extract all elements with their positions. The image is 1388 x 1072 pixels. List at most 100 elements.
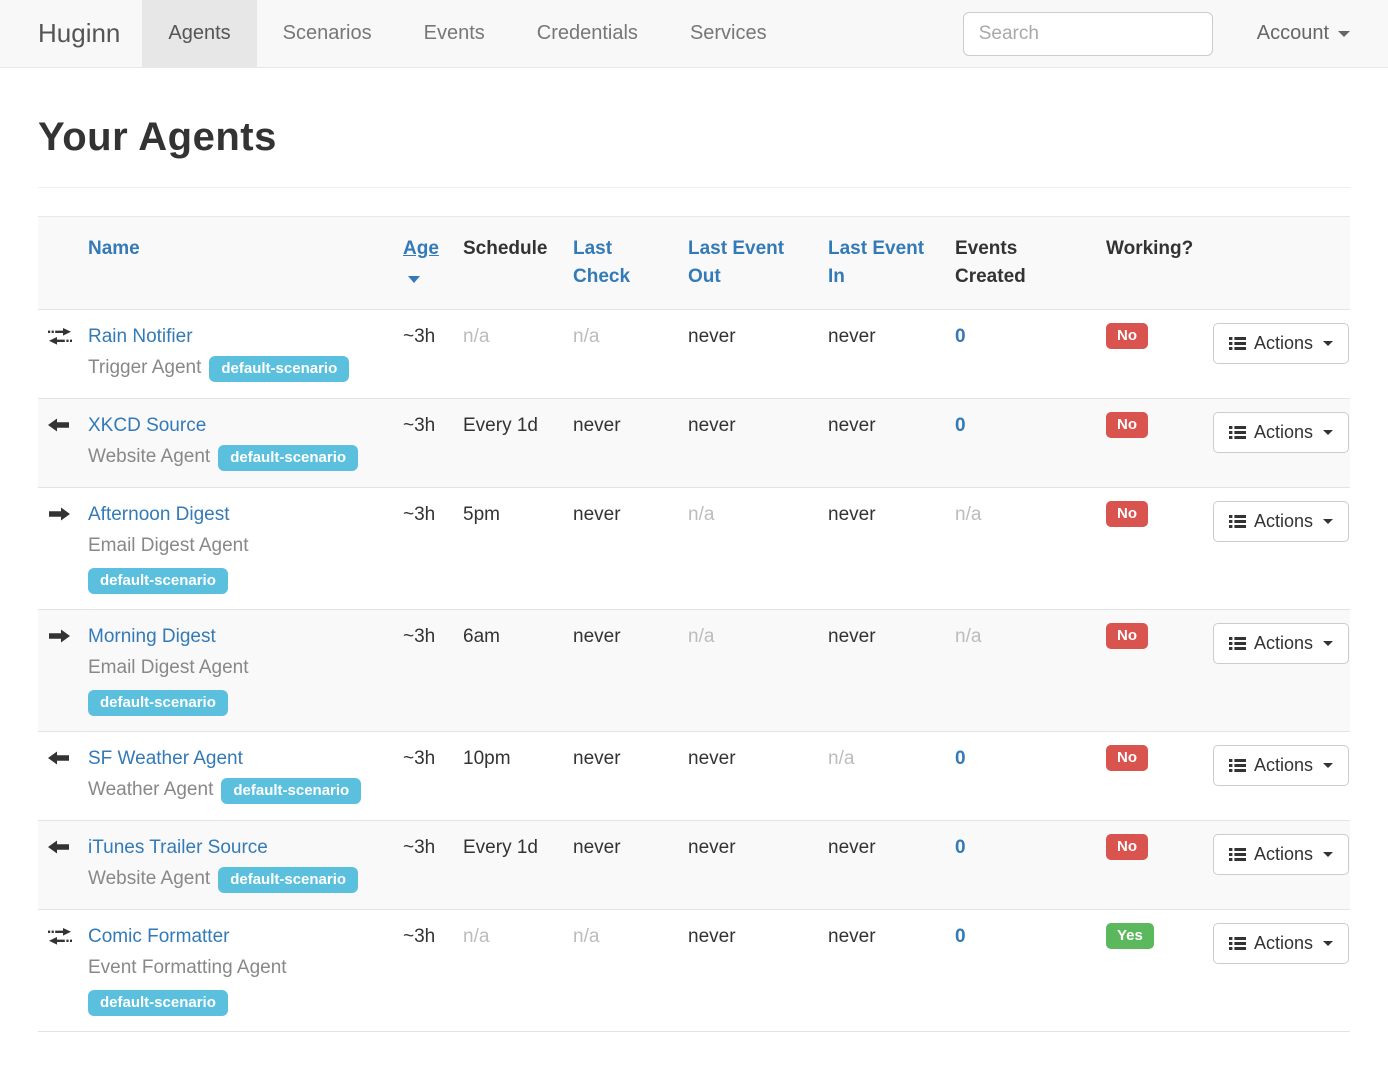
agent-type-label: Website Agent <box>88 446 211 467</box>
agent-direction-cell <box>38 910 80 1031</box>
actions-cell: Actions <box>1205 610 1359 731</box>
account-label: Account <box>1256 22 1329 44</box>
chevron-down-icon <box>1323 641 1334 646</box>
agent-type-label: Trigger Agent <box>88 357 202 378</box>
scenario-badge[interactable]: default-scenario <box>221 778 362 804</box>
nav-item-credentials[interactable]: Credentials <box>536 22 638 44</box>
working-status-badge: No <box>1106 834 1148 860</box>
scenario-badge[interactable]: default-scenario <box>88 690 228 716</box>
agent-name-cell: SF Weather Agent Weather Agent default-sc… <box>80 732 395 820</box>
agent-name-cell: iTunes Trailer Source Website Agent defau… <box>80 821 395 909</box>
agent-subline: Trigger Agent default-scenario <box>88 353 387 383</box>
table-header-row: Name Age Schedule Last Check Last Event … <box>38 217 1350 310</box>
sort-by-name-link[interactable]: Name <box>88 238 140 259</box>
agent-name-link[interactable]: XKCD Source <box>88 415 207 436</box>
agent-direction-cell <box>38 310 80 398</box>
actions-dropdown-button[interactable]: Actions <box>1213 745 1350 786</box>
list-icon <box>1229 514 1246 529</box>
navbar-right: Account <box>962 0 1388 67</box>
actions-button-label: Actions <box>1254 511 1314 531</box>
chevron-down-icon <box>1323 852 1334 857</box>
working-status-badge: No <box>1106 412 1148 438</box>
last-check-cell: never <box>573 415 621 436</box>
last-event-out-cell: never <box>688 326 736 347</box>
agent-name-cell: Morning Digest Email Digest Agent default… <box>80 610 395 731</box>
scenario-badge[interactable]: default-scenario <box>88 990 228 1016</box>
header-last-event-out: Last Event Out <box>680 217 820 309</box>
last-event-in-cell: never <box>828 504 876 525</box>
last-event-in-cell: never <box>828 326 876 347</box>
header-last-event-in: Last Event In <box>820 217 947 309</box>
main-content: Your Agents Name Age Schedule Last Check… <box>0 115 1388 1072</box>
top-navbar: Huginn Agents Scenarios Events Credentia… <box>0 0 1388 68</box>
events-created-cell[interactable]: n/a <box>955 626 982 647</box>
age-cell: ~3h <box>403 626 436 647</box>
agent-type-label: Event Formatting Agent <box>88 957 287 978</box>
sort-by-last-event-in-link[interactable]: Last Event In <box>828 238 925 287</box>
header-working: Working? <box>1106 238 1194 259</box>
working-status-badge: No <box>1106 623 1148 649</box>
nav-item-services[interactable]: Services <box>689 22 767 44</box>
actions-dropdown-button[interactable]: Actions <box>1213 501 1350 542</box>
sort-by-age-link[interactable]: Age <box>403 238 439 259</box>
agent-name-link[interactable]: Morning Digest <box>88 626 216 647</box>
scenario-badge[interactable]: default-scenario <box>218 867 359 893</box>
actions-dropdown-button[interactable]: Actions <box>1213 412 1350 453</box>
working-status-badge: No <box>1106 323 1148 349</box>
agent-subline: Website Agent default-scenario <box>88 864 387 894</box>
nav-item-scenarios[interactable]: Scenarios <box>282 22 372 44</box>
scenario-badge[interactable]: default-scenario <box>218 445 359 471</box>
agent-name-link[interactable]: Rain Notifier <box>88 326 193 347</box>
main-nav: Agents Scenarios Events Credentials Serv… <box>142 0 792 67</box>
account-dropdown[interactable]: Account <box>1257 22 1350 45</box>
actions-dropdown-button[interactable]: Actions <box>1213 923 1350 964</box>
agent-name-link[interactable]: iTunes Trailer Source <box>88 837 268 858</box>
events-created-cell[interactable]: 0 <box>955 748 966 769</box>
working-cell: No <box>1098 821 1205 909</box>
agent-subline: Website Agent default-scenario <box>88 442 387 472</box>
last-event-out-cell: never <box>688 926 736 947</box>
events-created-cell[interactable]: 0 <box>955 926 966 947</box>
actions-dropdown-button[interactable]: Actions <box>1213 623 1350 664</box>
agent-name-link[interactable]: Comic Formatter <box>88 926 230 947</box>
arrow-left-icon <box>48 417 72 433</box>
events-created-cell[interactable]: 0 <box>955 837 966 858</box>
brand-link[interactable]: Huginn <box>38 18 121 48</box>
working-cell: No <box>1098 399 1205 487</box>
schedule-cell: Every 1d <box>463 837 538 858</box>
events-created-cell[interactable]: 0 <box>955 415 966 436</box>
header-schedule: Schedule <box>463 238 548 259</box>
last-event-out-cell: never <box>688 415 736 436</box>
agent-direction-cell <box>38 488 80 609</box>
sort-by-last-check-link[interactable]: Last Check <box>573 238 631 287</box>
scenario-badge[interactable]: default-scenario <box>209 356 350 382</box>
sort-caret-icon <box>408 276 420 283</box>
last-event-out-cell: n/a <box>688 504 715 525</box>
list-icon <box>1229 636 1246 651</box>
agent-name-link[interactable]: Afternoon Digest <box>88 504 230 525</box>
agent-direction-cell <box>38 821 80 909</box>
agent-name-link[interactable]: SF Weather Agent <box>88 748 243 769</box>
schedule-cell: Every 1d <box>463 415 538 436</box>
age-cell: ~3h <box>403 415 436 436</box>
sort-by-last-event-out-link[interactable]: Last Event Out <box>688 238 785 287</box>
list-icon <box>1229 425 1246 440</box>
age-cell: ~3h <box>403 926 436 947</box>
actions-button-label: Actions <box>1254 933 1314 953</box>
chevron-down-icon <box>1338 30 1350 37</box>
arrow-left-icon <box>48 839 72 855</box>
events-created-cell[interactable]: n/a <box>955 504 982 525</box>
last-check-cell: never <box>573 837 621 858</box>
nav-item-events[interactable]: Events <box>423 22 485 44</box>
search-input[interactable] <box>962 11 1213 56</box>
nav-item-agents[interactable]: Agents <box>142 0 257 67</box>
actions-dropdown-button[interactable]: Actions <box>1213 834 1350 875</box>
last-check-cell: never <box>573 626 621 647</box>
agents-table: Name Age Schedule Last Check Last Event … <box>38 216 1350 1032</box>
actions-dropdown-button[interactable]: Actions <box>1213 323 1350 364</box>
scenario-badge[interactable]: default-scenario <box>88 568 228 594</box>
table-row: XKCD Source Website Agent default-scenari… <box>38 399 1350 488</box>
actions-cell: Actions <box>1205 488 1359 609</box>
working-cell: No <box>1098 610 1205 731</box>
events-created-cell[interactable]: 0 <box>955 326 966 347</box>
